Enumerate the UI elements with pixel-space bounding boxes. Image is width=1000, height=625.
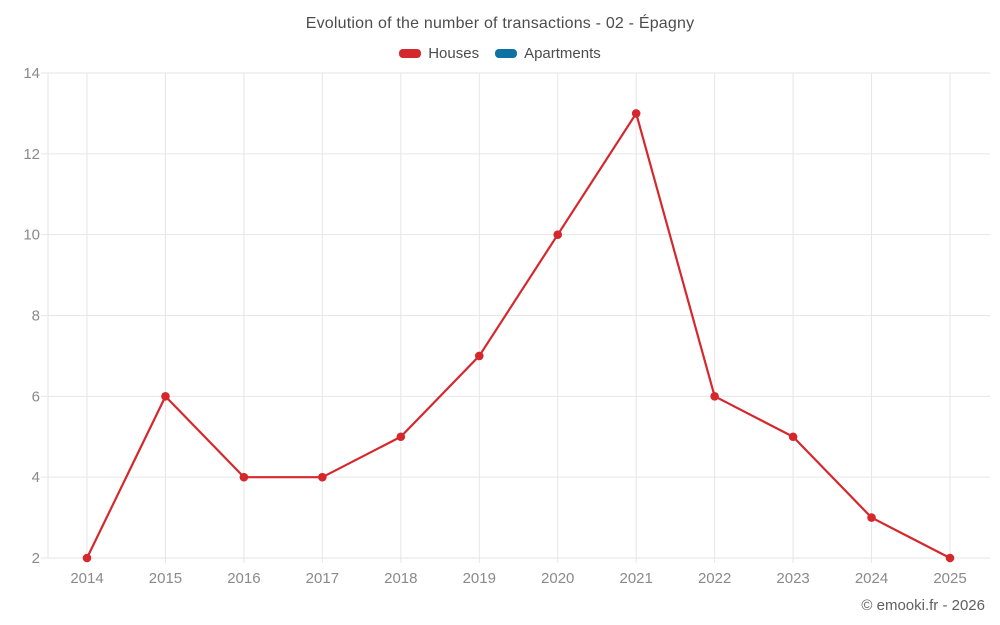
x-tick-label: 2020 [541,570,574,587]
chart-title: Evolution of the number of transactions … [305,15,695,32]
x-tick-label: 2025 [933,570,966,587]
legend: Houses Apartments [0,45,1000,62]
x-tick-label: 2017 [306,570,339,587]
x-tick-label: 2014 [70,570,103,587]
legend-label: Houses [428,45,480,62]
x-tick-label: 2023 [776,570,809,587]
x-tick-label: 2021 [619,570,652,587]
data-point-houses[interactable] [161,392,170,401]
data-point-houses[interactable] [82,553,92,563]
x-tick-label: 2015 [149,570,182,587]
watermark: © emooki.fr - 2026 [861,597,985,614]
y-tick-label: 2 [32,550,40,567]
data-point-houses[interactable] [396,432,406,442]
data-point-houses[interactable] [553,230,563,239]
data-point-houses[interactable] [945,553,955,563]
y-tick-label: 6 [32,388,40,405]
y-tick-label: 8 [32,308,40,325]
legend-item-apartments[interactable]: Apartments [495,45,601,62]
data-point-houses[interactable] [867,513,876,522]
data-point-houses[interactable] [239,472,249,482]
data-point-houses[interactable] [474,351,484,361]
data-point-houses[interactable] [631,109,641,118]
y-tick-label: 4 [32,469,40,486]
data-point-houses[interactable] [788,432,798,442]
data-point-houses[interactable] [710,392,719,401]
x-tick-label: 2016 [227,570,260,587]
legend-label: Apartments [524,45,601,62]
x-tick-label: 2018 [384,570,417,587]
legend-swatch-apartments [495,49,518,58]
y-tick-label: 12 [23,146,40,163]
data-point-houses[interactable] [318,472,327,482]
x-tick-label: 2024 [855,570,888,587]
y-tick-label: 10 [23,227,40,244]
legend-swatch-houses [399,49,422,58]
series-line-houses [85,112,952,560]
y-tick-label: 14 [23,65,40,82]
legend-item-houses[interactable]: Houses [399,45,479,62]
x-tick-label: 2022 [698,570,731,587]
x-tick-label: 2019 [463,570,496,587]
